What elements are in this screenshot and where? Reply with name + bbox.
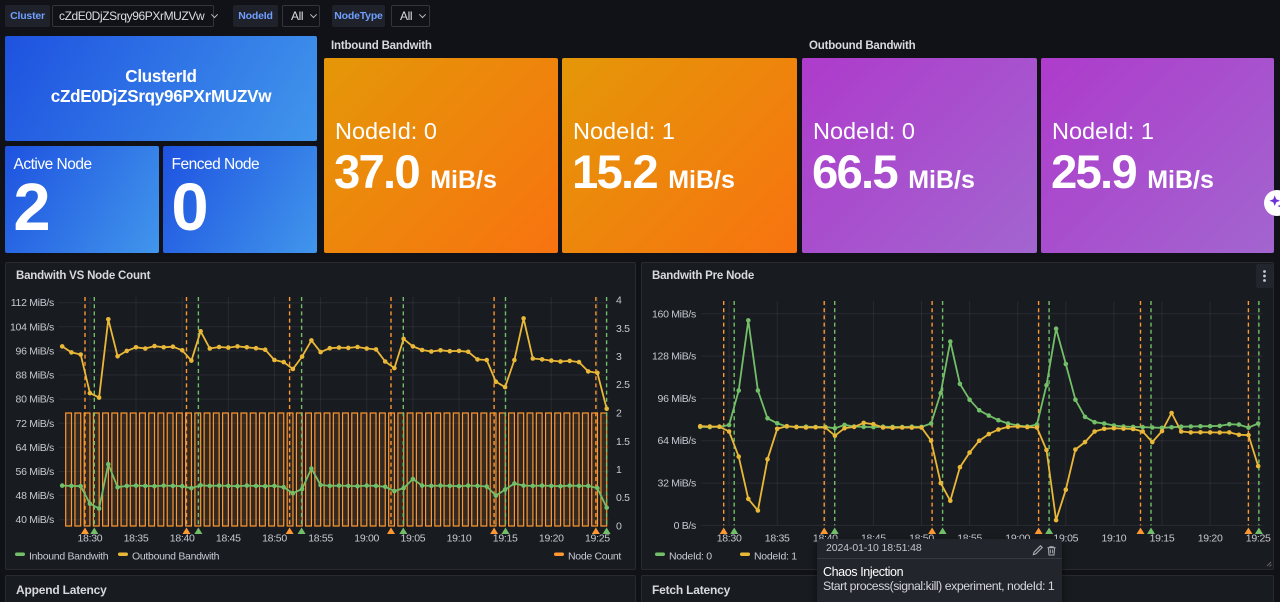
svg-text:48 MiB/s: 48 MiB/s [16, 490, 54, 502]
svg-text:2.5: 2.5 [616, 379, 630, 391]
svg-text:1: 1 [616, 464, 622, 476]
svg-text:112 MiB/s: 112 MiB/s [11, 297, 54, 309]
svg-text:0 B/s: 0 B/s [674, 520, 696, 532]
svg-text:104 MiB/s: 104 MiB/s [10, 321, 54, 333]
svg-text:Node Count: Node Count [568, 551, 621, 563]
svg-text:19:10: 19:10 [447, 533, 472, 545]
svg-text:4: 4 [616, 295, 622, 307]
svg-text:19:00: 19:00 [354, 533, 379, 545]
svg-text:19:20: 19:20 [1198, 533, 1223, 545]
svg-text:88 MiB/s: 88 MiB/s [16, 370, 54, 382]
svg-text:19:10: 19:10 [1102, 533, 1127, 545]
svg-text:18:30: 18:30 [717, 533, 742, 545]
svg-text:18:30: 18:30 [78, 533, 103, 545]
svg-text:3.5: 3.5 [616, 323, 630, 335]
svg-text:Inbound Bandwith: Inbound Bandwith [29, 551, 109, 563]
svg-text:0.5: 0.5 [616, 492, 630, 504]
svg-text:18:55: 18:55 [308, 533, 333, 545]
svg-text:19:25: 19:25 [1246, 533, 1271, 545]
svg-text:56 MiB/s: 56 MiB/s [16, 466, 54, 478]
svg-text:19:15: 19:15 [1150, 533, 1175, 545]
svg-text:18:45: 18:45 [216, 533, 241, 545]
svg-text:1.5: 1.5 [616, 436, 630, 448]
svg-text:3: 3 [616, 351, 622, 363]
svg-text:19:15: 19:15 [493, 533, 518, 545]
svg-text:64 MiB/s: 64 MiB/s [658, 435, 696, 447]
svg-text:128 MiB/s: 128 MiB/s [652, 351, 696, 363]
svg-text:2: 2 [616, 408, 622, 420]
svg-text:18:35: 18:35 [765, 533, 790, 545]
svg-text:72 MiB/s: 72 MiB/s [16, 418, 54, 430]
svg-text:NodeId: 1: NodeId: 1 [754, 551, 797, 563]
svg-text:NodeId: 0: NodeId: 0 [669, 551, 712, 563]
svg-text:18:50: 18:50 [262, 533, 287, 545]
svg-text:80 MiB/s: 80 MiB/s [16, 394, 54, 406]
svg-text:96 MiB/s: 96 MiB/s [16, 345, 54, 357]
svg-text:Outbound Bandwith: Outbound Bandwith [132, 551, 220, 563]
svg-text:96 MiB/s: 96 MiB/s [658, 393, 696, 405]
svg-text:19:05: 19:05 [401, 533, 426, 545]
svg-text:0: 0 [616, 521, 622, 533]
svg-text:18:35: 18:35 [124, 533, 149, 545]
svg-text:160 MiB/s: 160 MiB/s [652, 308, 696, 320]
svg-text:40 MiB/s: 40 MiB/s [16, 514, 54, 526]
svg-text:19:20: 19:20 [539, 533, 564, 545]
svg-text:18:40: 18:40 [170, 533, 195, 545]
svg-text:32 MiB/s: 32 MiB/s [658, 478, 696, 490]
svg-text:64 MiB/s: 64 MiB/s [16, 442, 54, 454]
svg-text:19:25: 19:25 [585, 533, 610, 545]
